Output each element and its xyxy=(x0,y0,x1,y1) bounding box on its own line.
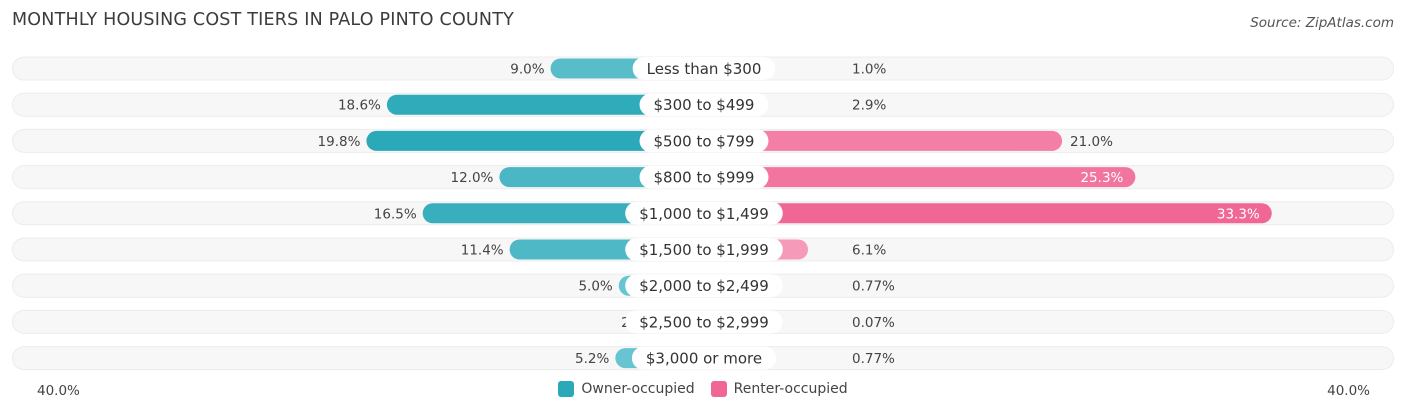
bar-renter xyxy=(704,130,1063,151)
legend-item-owner[interactable]: Owner-occupied xyxy=(558,381,695,397)
bar-renter xyxy=(704,203,1272,224)
category-label: $500 to $799 xyxy=(654,132,755,150)
category-pill xyxy=(631,346,777,370)
axis-min-label: 40.0% xyxy=(37,383,80,399)
category-pill xyxy=(639,165,769,189)
legend-label-owner: Owner-occupied xyxy=(581,381,695,397)
category-label: $2,500 to $2,999 xyxy=(639,313,769,331)
value-label-owner: 18.6% xyxy=(338,98,381,114)
source-note: Source: ZipAtlas.com xyxy=(1250,15,1394,31)
value-label-owner: 11.4% xyxy=(461,243,504,259)
category-pill xyxy=(625,238,783,261)
bar-owner xyxy=(366,130,704,151)
value-label-owner: 9.0% xyxy=(510,62,544,78)
value-label-renter: 6.1% xyxy=(852,243,886,259)
chart-title: MONTHLY HOUSING COST TIERS IN PALO PINTO… xyxy=(12,10,514,30)
category-pill xyxy=(625,201,783,225)
value-label-renter: 1.0% xyxy=(852,62,886,78)
legend-swatch-owner xyxy=(558,381,575,397)
value-label-owner: 16.5% xyxy=(374,206,417,222)
category-label: $2,000 to $2,499 xyxy=(639,277,769,295)
category-pill xyxy=(625,274,783,298)
category-pill xyxy=(625,310,783,334)
bar-owner xyxy=(386,94,704,115)
value-label-renter: 0.07% xyxy=(852,315,895,331)
category-pill xyxy=(632,57,776,80)
bar-renter xyxy=(704,167,1136,188)
legend-item-renter[interactable]: Renter-occupied xyxy=(710,381,848,397)
legend-label-renter: Renter-occupied xyxy=(733,381,848,397)
category-label: Less than $300 xyxy=(647,60,762,78)
value-label-renter: 21.0% xyxy=(1070,134,1113,150)
axis-max-label: 40.0% xyxy=(1327,383,1370,399)
value-label-renter: 2.9% xyxy=(852,98,886,114)
category-label: $1,500 to $1,999 xyxy=(639,241,769,259)
value-label-renter: 33.3% xyxy=(1217,206,1260,222)
category-pill xyxy=(639,93,769,117)
value-label-renter: 0.77% xyxy=(852,279,895,295)
category-label: $800 to $999 xyxy=(654,169,755,187)
value-label-renter: 0.77% xyxy=(852,351,895,367)
category-label: $3,000 or more xyxy=(646,350,762,368)
category-label: $300 to $499 xyxy=(654,96,755,114)
value-label-owner: 12.0% xyxy=(451,170,494,186)
value-label-owner: 5.0% xyxy=(578,279,612,295)
legend-swatch-renter xyxy=(710,381,727,397)
value-label-owner: 5.2% xyxy=(575,351,609,367)
legend: Owner-occupied Renter-occupied xyxy=(0,379,1406,399)
value-label-renter: 25.3% xyxy=(1080,170,1123,186)
category-pill xyxy=(639,129,769,153)
value-label-owner: 19.8% xyxy=(318,134,361,150)
category-label: $1,000 to $1,499 xyxy=(639,205,769,223)
